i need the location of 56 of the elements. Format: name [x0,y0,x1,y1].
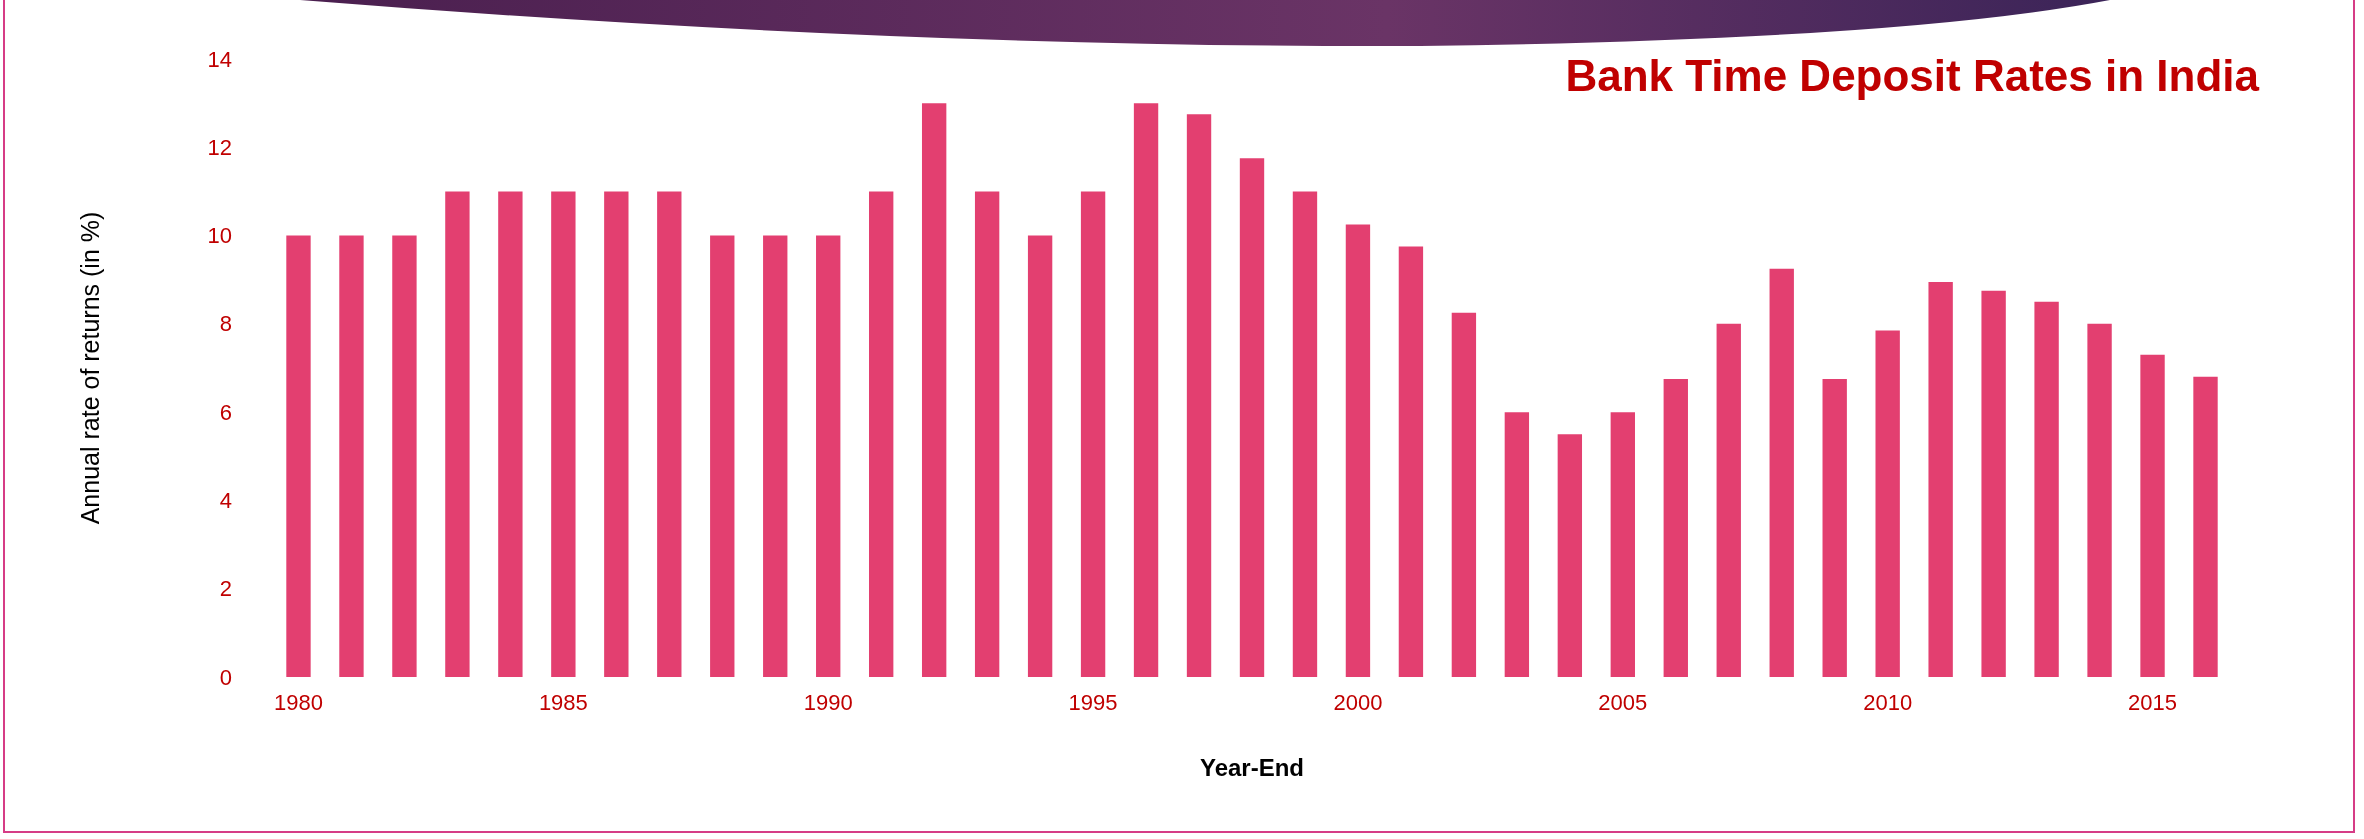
y-tick-label: 0 [219,664,232,690]
bar [2140,354,2165,677]
bar [1451,312,1477,677]
bar [339,235,364,677]
y-axis-title: Annual rate of returns (in %) [75,211,104,525]
bar [1504,412,1530,677]
bar [286,235,311,677]
y-tick-label: 8 [219,311,232,337]
bar [1080,191,1106,677]
bar [816,235,841,677]
bar [921,103,947,677]
bar [869,191,894,677]
bar [551,191,576,677]
x-tick-label: 1995 [1068,689,1118,715]
bar [2034,301,2059,677]
x-tick-label: 1980 [274,689,323,715]
bar [1027,235,1053,677]
bar [1292,191,1318,677]
y-tick-label: 2 [219,576,232,602]
bar [2193,376,2218,677]
bar [1610,412,1635,677]
y-tick-label: 14 [207,46,232,72]
bar [1769,268,1794,677]
y-tick-label: 6 [219,399,232,425]
x-tick-label: 2010 [1863,689,1913,715]
bar [1716,323,1741,677]
bar [1928,281,1953,677]
bar [1557,434,1583,677]
bar [1345,224,1371,677]
bar [1398,246,1424,677]
bar [498,191,523,677]
bar [974,191,1000,677]
bar [1186,114,1212,677]
chart-title: Bank Time Deposit Rates in India [1565,50,2260,100]
bar [1239,158,1265,677]
bar [710,235,735,677]
bar [763,235,788,677]
x-tick-label: 2005 [1598,689,1648,715]
x-tick-label: 2015 [2128,689,2178,715]
y-tick-label: 4 [219,487,232,513]
bar [2087,323,2112,677]
x-tick-label: 1985 [538,689,588,715]
x-tick-label: 1990 [803,689,853,715]
bar [392,235,417,677]
x-axis-title: Year-End [1199,753,1305,781]
bar [604,191,629,677]
bar [657,191,682,677]
bar [1133,103,1159,677]
bar [1663,379,1688,677]
bar [1822,379,1847,677]
x-tick-label: 2000 [1333,689,1383,715]
bar [1981,290,2006,677]
bar [1875,330,1900,677]
bar [445,191,470,677]
y-tick-label: 10 [207,223,232,249]
y-tick-label: 12 [207,134,232,160]
